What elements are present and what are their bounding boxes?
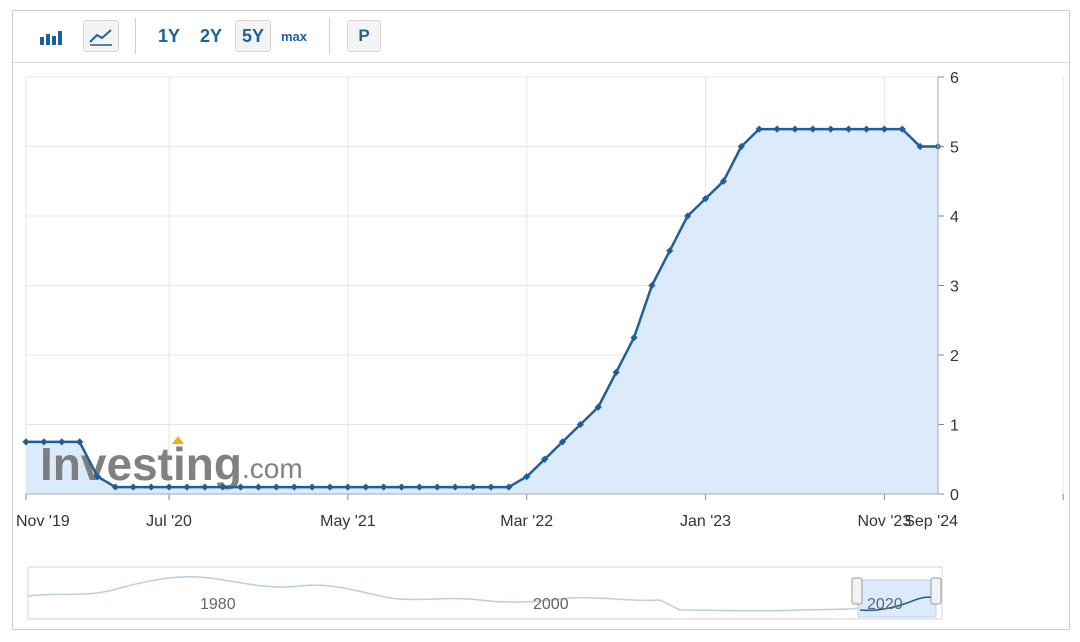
- data-point: [558, 438, 567, 446]
- watermark-suffix: .com: [242, 453, 303, 484]
- data-point: [76, 438, 84, 446]
- y-tick-label: 4: [950, 209, 959, 226]
- data-point: [630, 334, 638, 342]
- data-point: [737, 142, 745, 151]
- data-point: [916, 142, 924, 151]
- data-point: [290, 483, 298, 491]
- data-point: [415, 483, 424, 491]
- data-point: [576, 420, 584, 429]
- navigator-label-1980: 1980: [200, 596, 236, 613]
- navigator-frame: [27, 566, 943, 620]
- x-tick-label: May '21: [320, 513, 376, 530]
- line-chart-button[interactable]: [83, 20, 119, 52]
- data-point: [487, 483, 495, 491]
- y-tick-label: 5: [950, 140, 959, 157]
- data-point: [40, 438, 48, 446]
- y-tick-label: 3: [950, 279, 959, 296]
- data-point: [827, 125, 835, 133]
- data-point: [880, 125, 888, 133]
- data-point: [791, 125, 799, 133]
- data-point: [684, 212, 692, 220]
- data-point: [272, 483, 280, 491]
- data-point: [129, 483, 137, 491]
- series-line: [26, 127, 938, 489]
- series-line-layer: [22, 125, 942, 491]
- toolbar-divider: [135, 18, 136, 54]
- data-point: [254, 483, 263, 491]
- data-point: [201, 483, 209, 491]
- data-point: [236, 483, 245, 491]
- y-tick-label: 2: [950, 348, 959, 365]
- navigator-history-line: [27, 575, 859, 612]
- data-point: [523, 473, 531, 481]
- data-point: [648, 281, 656, 290]
- data-point: [505, 483, 513, 491]
- axes: 0 1 2 3 4 5 6 Nov '19 Jul '20 May '21 Mar '22 Jan '…: [16, 70, 1064, 530]
- navigator-label-2020: 2020: [867, 596, 903, 613]
- data-point: [397, 483, 406, 491]
- data-point: [755, 125, 763, 133]
- data-point: [183, 483, 191, 491]
- watermark-brand: Investing: [40, 438, 242, 490]
- range-max-button[interactable]: max: [280, 28, 308, 44]
- line-chart-icon: [89, 29, 112, 46]
- area-layer: [26, 129, 938, 494]
- data-point: [844, 125, 853, 133]
- data-point: [809, 125, 817, 133]
- data-point: [540, 455, 549, 463]
- data-point: [898, 125, 906, 133]
- navigator-label-2000: 2000: [533, 596, 569, 613]
- data-point: [165, 483, 173, 491]
- x-tick-label: Jul '20: [146, 513, 192, 530]
- x-tick-label: Nov '19: [16, 513, 70, 530]
- navigator: 1980 2000 2020: [27, 566, 943, 620]
- data-point: [433, 483, 441, 491]
- data-point: [147, 483, 155, 491]
- data-point: [612, 368, 620, 376]
- x-tick-label: Sep '24: [904, 513, 958, 530]
- chart-toolbar: 1Y 2Y 5Y max P: [13, 11, 1069, 63]
- range-1y-button[interactable]: 1Y: [157, 25, 181, 46]
- watermark: Investing .com: [40, 436, 303, 490]
- navigator-left-handle[interactable]: [851, 577, 863, 605]
- toolbar-divider: [329, 18, 330, 54]
- bar-chart-button[interactable]: [31, 20, 71, 52]
- data-point: [701, 195, 710, 203]
- y-tick-label: 6: [950, 70, 959, 87]
- data-point: [362, 483, 370, 491]
- p-button[interactable]: P: [347, 20, 381, 52]
- data-point: [326, 483, 334, 491]
- x-tick-label: Mar '22: [500, 513, 553, 530]
- x-tick-label: Nov '23: [857, 513, 911, 530]
- range-2y-button[interactable]: 2Y: [199, 25, 223, 46]
- data-point: [666, 247, 674, 255]
- data-point: [451, 483, 459, 491]
- y-tick-label: 0: [950, 487, 959, 504]
- data-point: [111, 483, 120, 491]
- bar-chart-icon: [40, 31, 62, 45]
- data-point: [93, 473, 102, 481]
- watermark-accent-icon: [172, 436, 184, 444]
- data-point: [344, 483, 352, 491]
- data-point: [219, 483, 227, 491]
- series-area: [26, 129, 938, 494]
- data-point: [22, 438, 30, 446]
- navigator-right-handle[interactable]: [930, 577, 942, 605]
- y-tick-label: 1: [950, 418, 959, 435]
- range-5y-button[interactable]: 5Y: [235, 20, 271, 52]
- data-point: [719, 177, 728, 185]
- data-point: [58, 438, 66, 446]
- data-point: [594, 403, 602, 411]
- data-point: [773, 125, 781, 133]
- data-point: [308, 483, 316, 491]
- data-point: [862, 125, 871, 133]
- data-point: [380, 483, 388, 491]
- data-point: [469, 483, 477, 491]
- x-tick-label: Jan '23: [680, 513, 731, 530]
